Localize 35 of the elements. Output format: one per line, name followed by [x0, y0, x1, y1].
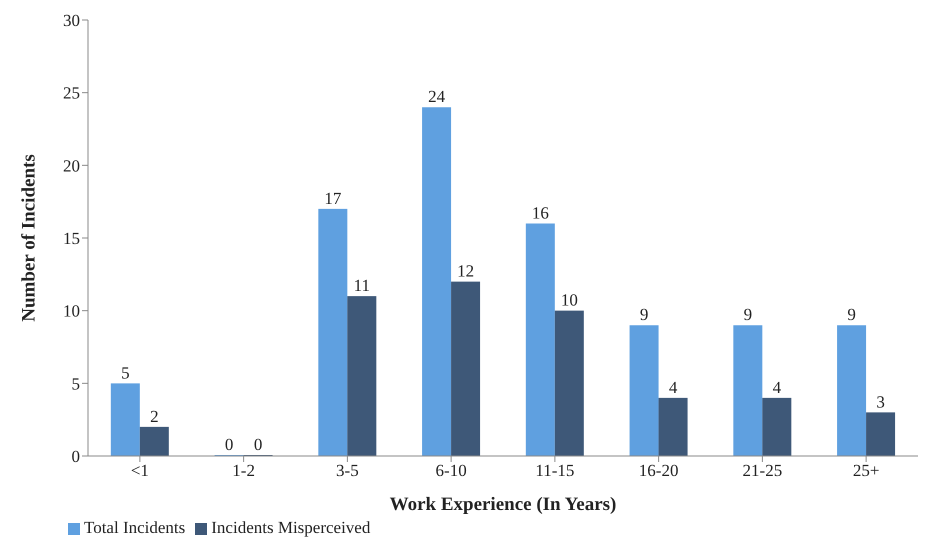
y-tick-label: 0 [72, 447, 80, 466]
y-tick-label: 5 [72, 374, 80, 394]
data-label: 11 [354, 276, 370, 296]
data-label: 17 [324, 188, 342, 208]
legend-label: Incidents Misperceived [211, 518, 370, 537]
data-label: 0 [224, 435, 234, 454]
data-label: 9 [744, 305, 752, 324]
x-tick-label: <1 [130, 461, 149, 480]
data-label: 0 [254, 435, 262, 454]
data-label: 24 [428, 87, 446, 106]
data-label: 3 [876, 392, 885, 412]
data-label: 16 [532, 203, 549, 222]
data-label: 10 [560, 290, 578, 310]
x-tick-label: 21-25 [742, 461, 782, 480]
y-tick-label: 30 [63, 11, 80, 30]
x-tick-label: 3-5 [336, 461, 359, 480]
data-label: 9 [640, 305, 648, 324]
data-label: 4 [772, 378, 782, 397]
data-label: 2 [150, 406, 159, 426]
data-label: 12 [457, 262, 474, 281]
x-tick-label: 16-20 [638, 461, 678, 480]
data-label: 4 [668, 378, 678, 397]
y-tick-label: 25 [63, 84, 80, 103]
data-label: 5 [121, 363, 130, 382]
y-tick-label: 20 [63, 156, 80, 176]
y-tick-label: 10 [63, 302, 80, 321]
x-tick-label: 25+ [852, 461, 880, 480]
y-axis-title: Number of Incidents [18, 154, 40, 322]
x-axis-title: Work Experience (In Years) [390, 494, 616, 515]
legend-label: Total Incidents [84, 518, 186, 537]
x-tick-label: 1-2 [232, 461, 255, 480]
y-tick-label: 15 [63, 229, 80, 248]
x-tick-label: 11-15 [535, 461, 574, 480]
x-tick-label: 6-10 [436, 461, 467, 480]
data-label: 9 [847, 305, 856, 324]
